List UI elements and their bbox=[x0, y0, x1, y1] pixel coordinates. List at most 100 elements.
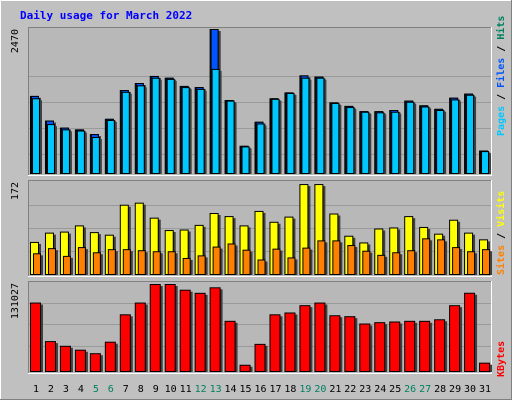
kbytes-bar bbox=[44, 341, 56, 372]
kbytes-bar bbox=[329, 315, 341, 373]
day-label: 12 bbox=[195, 384, 207, 395]
sites-bar bbox=[242, 249, 251, 275]
kbytes-bar bbox=[224, 320, 236, 372]
chart-panels: 2470 172 131027 Pages / Files / Hits Sites /… bbox=[10, 16, 507, 377]
day-label: 16 bbox=[254, 384, 266, 395]
sites-bar bbox=[137, 250, 146, 275]
day-label: 13 bbox=[210, 384, 222, 395]
day-label: 6 bbox=[108, 384, 114, 395]
sites-bar bbox=[167, 251, 176, 276]
day-label: 21 bbox=[329, 384, 341, 395]
kbytes-bar bbox=[269, 314, 281, 372]
pages-bar bbox=[286, 92, 295, 174]
pages-bar bbox=[226, 100, 235, 174]
pages-bar bbox=[421, 106, 430, 174]
legend-sites-visits: Sites / Visits bbox=[495, 191, 507, 275]
day-label: 23 bbox=[359, 384, 371, 395]
sites-bar bbox=[362, 250, 371, 275]
day-label: 2 bbox=[48, 384, 54, 395]
pages-bar bbox=[166, 78, 175, 174]
sites-bar bbox=[437, 239, 446, 276]
pages-bar bbox=[451, 99, 460, 174]
day-labels: 1 2 3 4 5 6 7 8 9 10 11 12 13 14 15 16 17 18 19 20 21 22 23 24 2… bbox=[33, 384, 491, 395]
legend-separator: / bbox=[496, 88, 507, 106]
kbytes-bar bbox=[239, 364, 251, 372]
pages-bar bbox=[32, 98, 40, 174]
pages-bar bbox=[256, 123, 265, 174]
sites-bar bbox=[197, 255, 206, 276]
pages-bar bbox=[181, 87, 190, 174]
sites-bar bbox=[47, 248, 56, 275]
day-label: 8 bbox=[138, 384, 144, 395]
day-label: 20 bbox=[314, 384, 326, 395]
sites-bar bbox=[182, 257, 191, 276]
kbytes-bar bbox=[374, 322, 386, 372]
sites-bar bbox=[227, 243, 236, 276]
day-label: 3 bbox=[63, 384, 69, 395]
legend-entry-hits: Hits bbox=[495, 16, 507, 40]
kbytes-bar bbox=[89, 353, 101, 372]
kbytes-bar bbox=[59, 345, 71, 372]
panel-visits-sites bbox=[30, 184, 493, 276]
day-label: 27 bbox=[419, 384, 431, 395]
kbytes-bar bbox=[284, 312, 296, 373]
day-label: 4 bbox=[78, 384, 84, 395]
pages-bar bbox=[46, 124, 55, 174]
kbytes-bar bbox=[194, 292, 206, 372]
sites-bar bbox=[212, 246, 221, 275]
kbytes-bar bbox=[149, 284, 161, 372]
kbytes-bar bbox=[419, 320, 431, 372]
legend-entry-files: Files bbox=[495, 58, 507, 88]
day-label: 24 bbox=[374, 384, 386, 395]
day-label: 29 bbox=[449, 384, 461, 395]
sites-bar bbox=[257, 259, 266, 275]
day-label: 30 bbox=[464, 384, 476, 395]
sites-bar bbox=[302, 247, 311, 276]
pages-bar bbox=[406, 101, 415, 174]
kbytes-bar bbox=[404, 320, 416, 372]
legend-separator: / bbox=[496, 40, 507, 58]
sites-bar bbox=[332, 240, 341, 275]
legend-pages-files-hits: Pages / Files / Hits bbox=[495, 16, 507, 136]
pages-bar bbox=[376, 112, 385, 174]
kbytes-bar bbox=[179, 289, 191, 372]
day-label: 11 bbox=[180, 384, 192, 395]
kbytes-bar bbox=[104, 341, 116, 372]
pages-bar bbox=[151, 77, 160, 174]
day-label: 9 bbox=[153, 384, 159, 395]
day-label: 5 bbox=[93, 384, 99, 395]
sites-bar bbox=[482, 249, 491, 276]
sites-bar bbox=[92, 252, 101, 275]
pages-bar bbox=[466, 94, 475, 174]
kbytes-bar bbox=[314, 302, 326, 373]
pages-bar bbox=[241, 146, 250, 174]
sites-bar bbox=[62, 255, 71, 275]
chart-title: Daily usage for March 2022 bbox=[20, 9, 192, 22]
panel-hits-files-pages bbox=[30, 29, 492, 175]
kbytes-bar bbox=[464, 292, 476, 372]
kbytes-bar bbox=[74, 349, 86, 372]
day-label: 15 bbox=[240, 384, 252, 395]
day-label: 17 bbox=[269, 384, 281, 395]
kbytes-bar bbox=[119, 314, 131, 372]
pages-bar bbox=[271, 98, 280, 174]
sites-bar bbox=[107, 249, 116, 276]
kbytes-bar bbox=[479, 362, 491, 373]
pages-bar bbox=[301, 77, 310, 174]
sites-bar bbox=[287, 257, 296, 275]
sites-bar bbox=[422, 238, 431, 275]
legend-kbytes: KBytes bbox=[496, 341, 507, 377]
sites-bar bbox=[33, 253, 41, 276]
pages-bar bbox=[136, 85, 145, 174]
sites-bar bbox=[452, 247, 461, 276]
kbytes-bar bbox=[30, 302, 41, 373]
legend-entry-visits: Visits bbox=[495, 191, 507, 227]
pages-bar bbox=[436, 110, 445, 174]
kbytes-bar bbox=[434, 319, 446, 373]
pages-bar bbox=[346, 107, 355, 174]
day-label: 10 bbox=[165, 384, 177, 395]
sites-bar bbox=[347, 245, 356, 276]
pages-bar bbox=[481, 151, 490, 175]
pages-bar bbox=[61, 129, 70, 174]
